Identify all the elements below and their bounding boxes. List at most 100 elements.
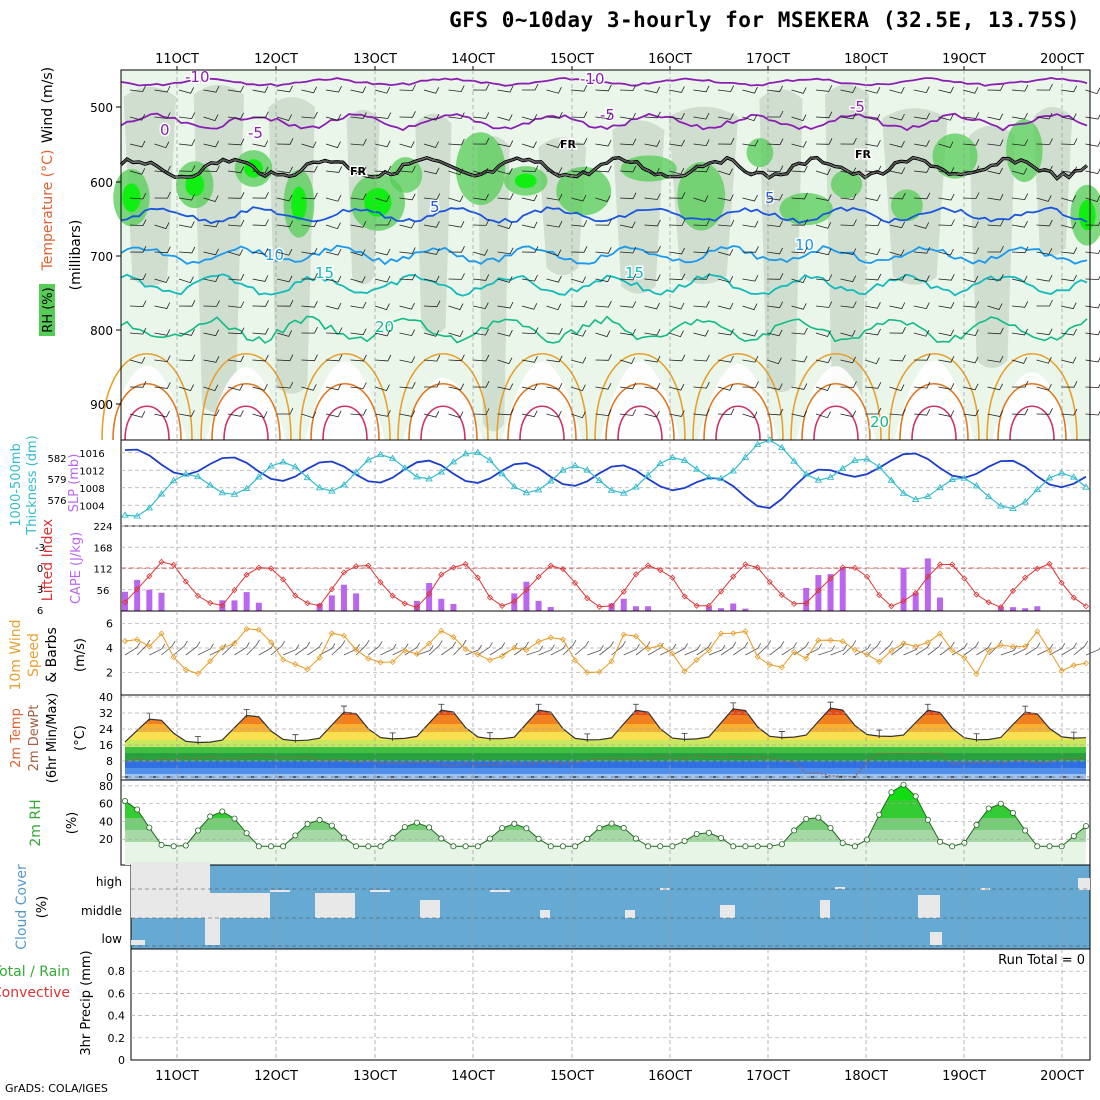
wind-barb	[325, 222, 341, 230]
wind-barb	[644, 245, 661, 253]
lifted-index-marker	[511, 598, 518, 605]
wind-barb	[987, 303, 1003, 310]
wind-barb	[1060, 113, 1077, 121]
wind-barb	[668, 330, 684, 338]
date-label-top: 13OCT	[353, 52, 397, 67]
wind10m-barb	[733, 641, 749, 656]
lifted-index-marker	[754, 564, 761, 571]
wind-barb	[962, 139, 980, 146]
wind-barb	[350, 382, 367, 389]
wind-barb	[203, 140, 219, 148]
wind-barb	[276, 330, 293, 337]
wind-barb	[276, 114, 292, 121]
wind-barb	[840, 193, 857, 201]
cape-bar	[912, 592, 919, 611]
wind10m-barb	[161, 640, 176, 656]
wind-barb	[203, 384, 219, 392]
wind-barb	[742, 381, 759, 388]
wind-barb	[619, 409, 637, 416]
wind-barb	[178, 246, 196, 254]
date-label-top: 17OCT	[746, 52, 790, 67]
vertical-gridlines	[176, 70, 1063, 1060]
wind10m-barb	[209, 643, 227, 656]
wind10m-barb	[793, 641, 809, 656]
cloud-gap	[820, 900, 830, 918]
thickness-marker	[461, 449, 470, 457]
wind-barb	[1011, 139, 1029, 146]
wind-barb	[374, 303, 390, 311]
cape-axis-label: CAPE (J/kg)	[69, 532, 84, 604]
wind-barb	[693, 219, 710, 226]
wind-marker	[280, 656, 287, 663]
rh-marker	[1034, 843, 1041, 850]
cloud-level-label: middle	[81, 904, 122, 918]
wind-barb	[1060, 195, 1077, 202]
wind-barb	[864, 114, 881, 121]
lifted-index-marker	[182, 578, 189, 585]
wind-barb	[742, 114, 758, 122]
rh2m-unit: (%)	[65, 812, 80, 835]
wind-barb	[938, 141, 954, 148]
wind-barb	[350, 166, 367, 174]
cape-bar	[1010, 607, 1017, 611]
thickness-marker	[997, 502, 1005, 509]
wind10m-barb	[976, 642, 992, 656]
lifted-index-marker	[292, 592, 299, 599]
wind-barb	[668, 302, 685, 310]
lifted-index-marker	[1022, 574, 1029, 581]
wind-barb	[350, 112, 367, 119]
wind-marker	[827, 637, 834, 644]
wind-barb	[399, 302, 415, 310]
wind-barb	[1011, 301, 1029, 308]
thickness-marker	[1033, 485, 1042, 493]
cape-bars	[122, 558, 1041, 611]
wind-marker	[1034, 628, 1041, 635]
wind-barb	[472, 354, 490, 362]
rh-marker	[864, 836, 871, 843]
rh-marker	[973, 821, 980, 828]
wind-barb	[350, 354, 367, 362]
lifted-index-marker	[474, 574, 481, 581]
lifted-index-marker	[401, 600, 408, 607]
rh-marker	[754, 843, 761, 850]
wind-barb	[742, 86, 758, 94]
wind-barb	[840, 248, 857, 255]
wind-barb	[154, 329, 171, 336]
wind-barb	[227, 355, 245, 363]
rh-tick: 20	[99, 833, 113, 846]
wind-barb	[840, 301, 857, 308]
wind-barb	[399, 221, 415, 229]
wind-barb	[203, 248, 219, 256]
wind-barb	[497, 140, 514, 148]
dewpoint-series	[124, 752, 1087, 778]
wind10m-barb	[599, 641, 614, 656]
lifted-index-marker	[705, 602, 712, 609]
rh-marker	[742, 843, 749, 850]
wind-barb	[399, 410, 416, 417]
thickness-marker	[814, 476, 823, 483]
thickness-marker	[1045, 474, 1054, 481]
wind-barb	[325, 114, 342, 121]
temp2m-unit: (°C)	[73, 725, 88, 751]
wind-marker	[1070, 662, 1077, 669]
wind-barb	[350, 221, 367, 228]
wind-barb	[252, 86, 269, 93]
wind-barb	[987, 383, 1003, 391]
wind-barb	[962, 356, 979, 364]
wind-barb	[497, 357, 513, 365]
rh-marker	[438, 835, 445, 842]
wind-barb	[987, 84, 1004, 91]
wind-barb	[668, 192, 686, 199]
rh-marker	[572, 843, 579, 850]
wind-barb	[252, 384, 268, 391]
wind-barb	[570, 166, 588, 173]
lifted-index-marker	[280, 576, 287, 583]
lifted-index-marker	[243, 571, 250, 578]
rh-marker	[486, 835, 493, 842]
wind-barb	[227, 166, 245, 174]
wind-barb	[840, 356, 856, 364]
wind-barb	[472, 249, 489, 256]
thickness-marker	[765, 436, 774, 443]
wind-barb	[203, 220, 220, 228]
lifted-index-marker	[936, 561, 944, 568]
